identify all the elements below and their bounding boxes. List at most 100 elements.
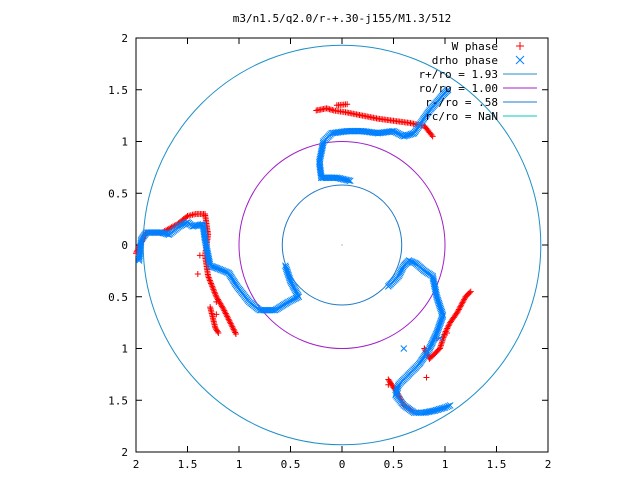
data-point (461, 296, 468, 303)
data-point (208, 280, 215, 287)
data-point (213, 298, 220, 305)
x-tick-label: 2 (133, 458, 140, 471)
data-point (454, 309, 461, 316)
data-point (443, 403, 451, 411)
data-point (221, 307, 228, 314)
data-point (456, 305, 463, 312)
data-series (133, 86, 474, 417)
data-point (221, 309, 228, 316)
data-point (205, 273, 212, 280)
data-point (207, 278, 214, 285)
data-point (212, 290, 219, 297)
data-point (222, 310, 229, 317)
x-tick-label: 0 (339, 458, 346, 471)
data-point (436, 334, 444, 342)
data-point (282, 263, 290, 271)
data-point (220, 306, 227, 313)
data-point (209, 283, 216, 290)
origin-dot (341, 244, 343, 246)
data-point (213, 311, 220, 318)
data-point (224, 313, 231, 320)
x-tick-label: 0.5 (384, 458, 404, 471)
data-point (224, 314, 231, 321)
legend-label: drho phase (432, 54, 498, 67)
data-point (210, 287, 217, 294)
data-point (445, 402, 452, 410)
circle-ro-ro (238, 141, 446, 349)
legend-label: rc/ro = NaN (425, 110, 498, 123)
data-point (457, 303, 464, 310)
data-point (232, 329, 239, 336)
data-point (446, 402, 454, 409)
y-tick-label: 2 (121, 32, 128, 45)
data-point (455, 306, 462, 313)
data-point (229, 323, 236, 330)
data-point (212, 292, 219, 299)
data-point (194, 270, 201, 277)
data-point (226, 317, 233, 324)
data-point (442, 328, 449, 335)
data-point (214, 328, 221, 335)
legend-label: ro/ro = 1.00 (419, 82, 498, 95)
data-point (205, 274, 212, 281)
data-point (429, 133, 436, 140)
data-point (210, 286, 217, 293)
data-point (227, 319, 234, 326)
data-point (459, 299, 466, 306)
data-point (211, 289, 218, 296)
data-point (423, 374, 430, 381)
x-tick-label: 2 (545, 458, 552, 471)
y-tick-label: 0 (121, 239, 128, 252)
data-point (444, 86, 452, 94)
chart-title: m3/n1.5/q2.0/r-+.30-j155/M1.3/512 (233, 12, 452, 25)
data-point (458, 300, 465, 307)
y-tick-label: 0.5 (108, 187, 128, 200)
data-point (206, 276, 213, 283)
data-point (466, 289, 473, 296)
x-tick-label: 1.5 (487, 458, 507, 471)
x-tick-label: 1 (442, 458, 449, 471)
data-point (225, 316, 232, 323)
data-point (345, 177, 353, 184)
y-tick-label: 2 (121, 446, 128, 459)
legend-label: r-/ro = .58 (425, 96, 498, 109)
y-tick-label: 1 (121, 136, 128, 149)
data-point (438, 340, 445, 347)
data-point (441, 404, 449, 411)
y-tick-label: 1 (121, 343, 128, 356)
data-point (209, 284, 216, 291)
data-point (231, 328, 238, 335)
data-point (455, 307, 462, 314)
data-point (232, 331, 239, 338)
data-point (196, 252, 203, 259)
legend-marker (515, 55, 525, 65)
data-point (208, 281, 215, 288)
data-point (443, 327, 450, 334)
data-point (444, 324, 451, 331)
data-point (228, 322, 235, 329)
y-tick-label: 1.5 (108, 84, 128, 97)
x-tick-label: 0.5 (281, 458, 301, 471)
data-point (344, 101, 351, 108)
data-point (223, 311, 230, 318)
data-point (444, 329, 451, 336)
data-point (229, 325, 236, 332)
axis-ticks: 2 1.5 1 0.5 0 0.5 1 1.5 221.510.500.511.52 (108, 32, 551, 471)
x-tick-label: 1 (236, 458, 243, 471)
data-point (230, 326, 237, 333)
data-point (467, 288, 474, 295)
data-point (460, 297, 467, 304)
data-point (206, 277, 213, 284)
legend-label: r+/ro = 1.93 (419, 68, 498, 81)
x-tick-label: 1.5 (178, 458, 198, 471)
legend-label: W phase (452, 40, 498, 53)
circle-r-ro (281, 184, 403, 306)
y-tick-label: 1.5 (108, 394, 128, 407)
data-point (400, 345, 408, 352)
data-point (428, 132, 435, 139)
data-point (281, 262, 289, 270)
data-point (445, 322, 452, 329)
data-point (227, 320, 234, 327)
